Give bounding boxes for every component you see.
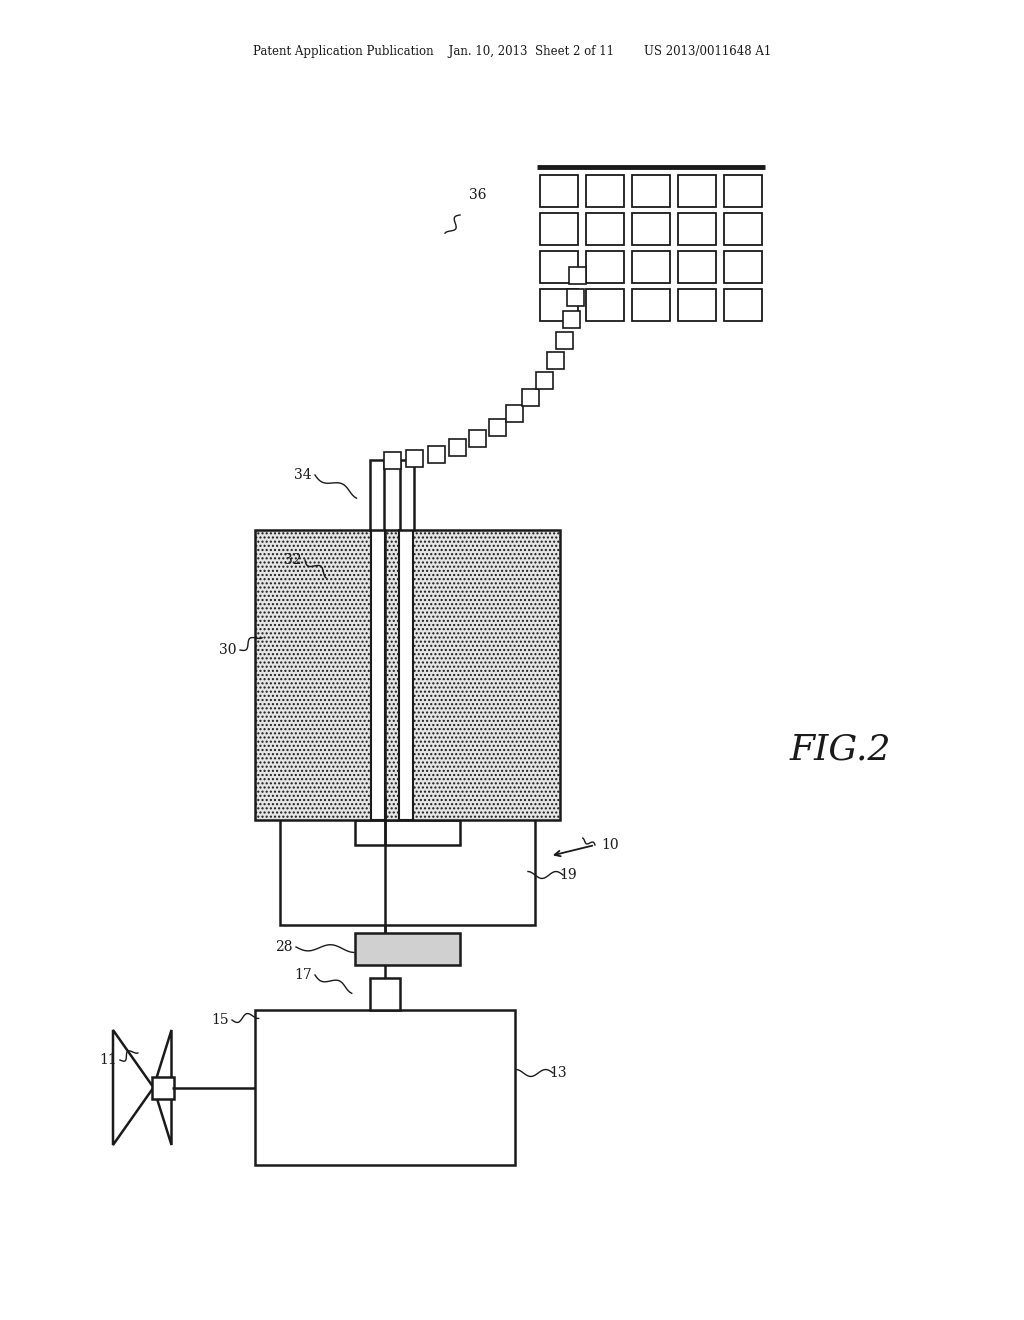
Text: 10: 10 [601, 838, 618, 851]
Bar [355, 820, 460, 845]
Text: 19: 19 [559, 869, 577, 882]
Text: 11: 11 [99, 1053, 117, 1067]
Bar [255, 531, 560, 820]
Bar [586, 213, 624, 246]
Text: 17: 17 [294, 968, 312, 982]
Bar [632, 176, 670, 207]
Bar [586, 289, 624, 321]
Text: 34: 34 [294, 469, 312, 482]
Bar [280, 795, 535, 925]
Bar [556, 333, 573, 348]
Bar [355, 933, 460, 965]
Bar [563, 310, 581, 327]
Bar [724, 251, 762, 282]
Bar [632, 213, 670, 246]
Bar [567, 289, 584, 306]
Bar [632, 251, 670, 282]
Text: FIG.2: FIG.2 [790, 733, 891, 767]
Bar [152, 1077, 173, 1098]
Bar [506, 405, 523, 422]
Text: Patent Application Publication    Jan. 10, 2013  Sheet 2 of 11        US 2013/00: Patent Application Publication Jan. 10, … [253, 45, 771, 58]
Bar [540, 213, 578, 246]
Text: 36: 36 [469, 187, 486, 202]
Bar [450, 440, 466, 457]
Bar [540, 251, 578, 282]
Bar [370, 978, 400, 1010]
Bar [586, 251, 624, 282]
Text: 13: 13 [549, 1067, 567, 1080]
Bar [536, 372, 553, 388]
Text: 15: 15 [211, 1012, 228, 1027]
Bar [568, 267, 586, 284]
Bar [384, 451, 400, 469]
Bar [371, 531, 385, 820]
Bar [370, 459, 384, 531]
Bar [428, 446, 444, 463]
Bar [678, 289, 716, 321]
Bar [399, 531, 413, 820]
Bar [678, 251, 716, 282]
Text: 28: 28 [275, 940, 293, 954]
Bar [469, 430, 486, 447]
Bar [540, 176, 578, 207]
Bar [488, 418, 506, 436]
Bar [678, 213, 716, 246]
Bar [406, 450, 423, 467]
Bar [255, 1010, 515, 1166]
Text: 32: 32 [285, 553, 302, 568]
Text: 30: 30 [219, 643, 237, 657]
Bar [547, 352, 564, 370]
Bar [540, 289, 578, 321]
Bar [400, 459, 414, 531]
Bar [586, 176, 624, 207]
Bar [724, 176, 762, 207]
Bar [724, 289, 762, 321]
Bar [522, 389, 539, 407]
Bar [678, 176, 716, 207]
Bar [724, 213, 762, 246]
Bar [632, 289, 670, 321]
